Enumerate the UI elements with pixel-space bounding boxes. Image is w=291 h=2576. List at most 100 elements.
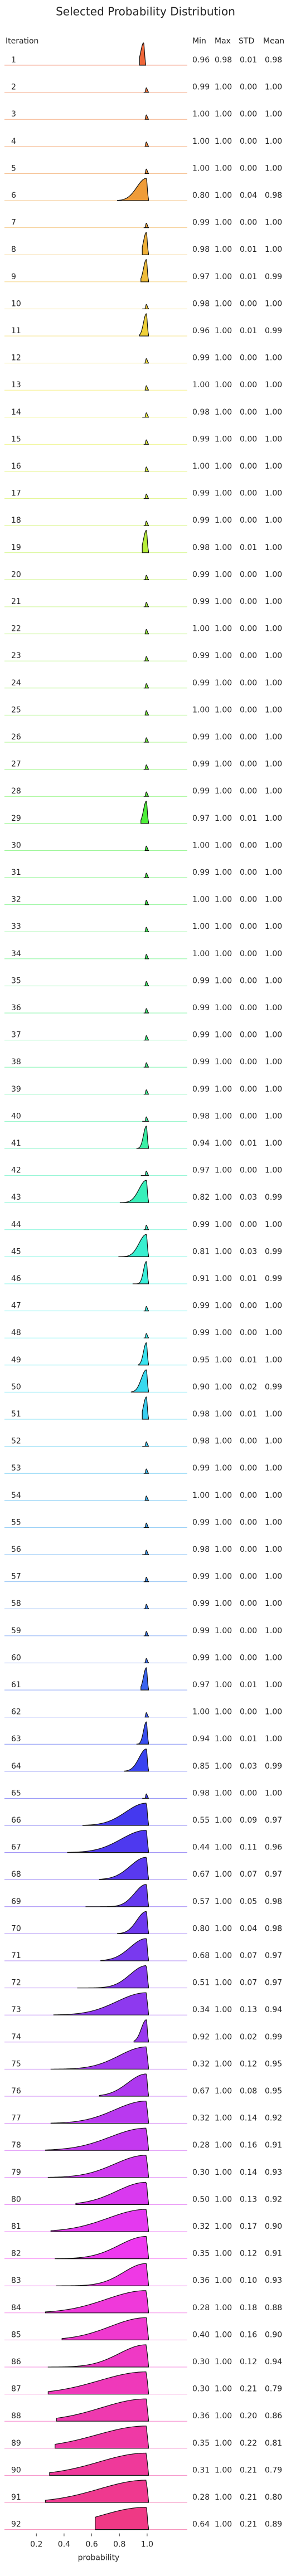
iteration-label: 4 [11, 137, 16, 146]
ridge [143, 1522, 149, 1528]
stat-value: 1.00 [215, 327, 232, 335]
stat-value: 1.00 [265, 1599, 282, 1608]
iteration-label: 32 [11, 895, 21, 904]
stat-value: 0.01 [240, 1356, 257, 1365]
iteration-label: 59 [11, 1627, 21, 1635]
stat-value: 0.98 [192, 1410, 210, 1419]
iteration-label: 88 [11, 2412, 21, 2421]
iteration-label: 9 [11, 272, 16, 281]
stat-value: 0.17 [240, 2222, 257, 2231]
stat-value: 0.00 [240, 137, 257, 146]
stat-value: 0.96 [192, 56, 210, 65]
stat-value: 1.00 [215, 1437, 232, 1446]
stat-value: 1.00 [215, 625, 232, 634]
stat-value: 0.79 [265, 2385, 282, 2394]
stat-value: 1.00 [265, 1112, 282, 1121]
stat-value: 1.00 [215, 489, 232, 498]
stat-value: 1.00 [265, 381, 282, 389]
stat-value: 0.07 [240, 1979, 257, 1988]
ridge [142, 1793, 149, 1799]
ridge [143, 1333, 149, 1338]
stat-value: 0.94 [265, 2358, 282, 2366]
stat-value: 1.00 [215, 2005, 232, 2014]
stat-value: 0.85 [192, 1762, 210, 1771]
ridge [143, 602, 149, 607]
ridge [143, 764, 149, 770]
stat-value: 0.86 [265, 2412, 282, 2421]
stat-value: 1.00 [215, 733, 232, 742]
stat-value: 1.00 [265, 1166, 282, 1175]
iteration-label: 90 [11, 2466, 21, 2475]
stat-value: 0.00 [240, 462, 257, 471]
stat-value: 0.12 [240, 2358, 257, 2366]
stat-value: 0.98 [265, 191, 282, 200]
stat-value: 1.00 [215, 462, 232, 471]
stat-value: 1.00 [192, 110, 210, 119]
stat-value: 0.98 [192, 299, 210, 308]
stat-value: 1.00 [265, 868, 282, 877]
ridge [140, 259, 149, 283]
stat-value: 0.03 [240, 1247, 257, 1256]
stat-value: 1.00 [215, 597, 232, 606]
stat-value: 0.00 [240, 1302, 257, 1311]
ridge [143, 737, 149, 743]
stat-value: 0.00 [240, 976, 257, 985]
stat-value: 0.30 [192, 2385, 210, 2394]
iteration-label: 89 [11, 2439, 21, 2448]
stat-value: 0.99 [265, 327, 282, 335]
ridge [143, 574, 149, 580]
stat-value: 0.99 [192, 1653, 210, 1662]
stat-value: 1.00 [215, 814, 232, 823]
ridge [144, 954, 149, 960]
stat-value: 0.01 [240, 1139, 257, 1148]
ridge [77, 1965, 149, 1989]
x-tick-label: 0.4 [58, 2540, 70, 2549]
stat-value: 1.00 [215, 922, 232, 931]
stat-value: 0.44 [192, 1843, 210, 1852]
stat-value: 1.00 [215, 2466, 232, 2475]
stat-value: 0.00 [240, 299, 257, 308]
iteration-label: 75 [11, 2059, 21, 2068]
stat-value: 1.00 [215, 1518, 232, 1527]
ridge [117, 1911, 149, 1934]
stat-value: 1.00 [215, 2249, 232, 2258]
stat-value: 1.00 [215, 1410, 232, 1419]
stat-value: 1.00 [215, 705, 232, 714]
ridge [142, 1442, 149, 1447]
stat-value: 0.00 [240, 1085, 257, 1094]
stat-value: 0.00 [240, 218, 257, 227]
stat-value: 1.00 [215, 1979, 232, 1988]
ridge [143, 981, 149, 986]
ridge [100, 1938, 149, 1961]
ridge [56, 2263, 149, 2286]
iteration-label: 62 [11, 1708, 21, 1717]
stat-value: 1.00 [265, 1572, 282, 1581]
iteration-label: 1 [11, 56, 16, 65]
ridge [143, 1604, 149, 1609]
ridge [55, 2236, 149, 2260]
stat-value: 0.99 [192, 83, 210, 92]
stat-value: 0.98 [192, 408, 210, 417]
stat-value: 0.99 [192, 1464, 210, 1473]
stat-value: 0.34 [192, 2005, 210, 2014]
ridge [142, 1396, 149, 1420]
ridge [143, 1089, 149, 1095]
stat-value: 1.00 [215, 1220, 232, 1229]
iteration-label: 60 [11, 1653, 21, 1662]
ridge [142, 412, 149, 418]
stat-value: 1.00 [215, 651, 232, 660]
stat-value: 0.11 [240, 1843, 257, 1852]
stat-value: 0.00 [240, 868, 257, 877]
ridge [95, 2506, 149, 2530]
stat-value: 0.00 [240, 895, 257, 904]
stat-value: 0.97 [265, 1979, 282, 1988]
stat-value: 1.00 [215, 2520, 232, 2529]
stat-value: 0.00 [240, 435, 257, 444]
stat-value: 1.00 [265, 1653, 282, 1662]
stat-value: 1.00 [215, 381, 232, 389]
ridge [144, 385, 149, 391]
stat-value: 0.00 [240, 1708, 257, 1717]
iteration-label: 36 [11, 1004, 21, 1012]
ridge [132, 1261, 149, 1284]
stat-value: 0.21 [240, 2466, 257, 2475]
